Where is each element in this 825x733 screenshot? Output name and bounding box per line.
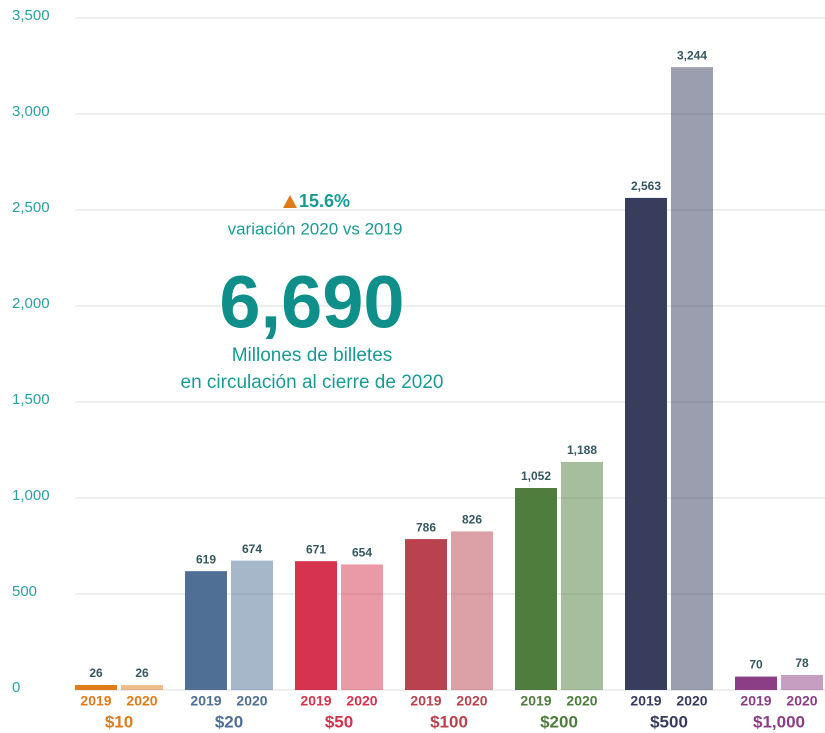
year-label: 2019 bbox=[80, 693, 111, 709]
year-label: 2020 bbox=[786, 693, 817, 709]
up-arrow bbox=[283, 195, 297, 208]
year-label: 2020 bbox=[456, 693, 487, 709]
y-tick-label: 1,000 bbox=[12, 487, 50, 504]
category-label: $10 bbox=[105, 712, 133, 731]
value-label: 2,563 bbox=[631, 179, 661, 193]
year-label: 2020 bbox=[676, 693, 707, 709]
bar bbox=[451, 531, 493, 690]
bar bbox=[341, 564, 383, 690]
bar bbox=[295, 561, 337, 690]
total-label: en circulación al cierre de 2020 bbox=[181, 372, 444, 393]
year-label: 2020 bbox=[346, 693, 377, 709]
y-tick-label: 0 bbox=[12, 679, 20, 696]
value-label: 3,244 bbox=[677, 48, 707, 62]
year-label: 2020 bbox=[126, 693, 157, 709]
value-label: 1,052 bbox=[521, 469, 551, 483]
y-tick-label: 2,500 bbox=[12, 199, 50, 216]
category-label: $500 bbox=[650, 712, 688, 731]
value-label: 826 bbox=[462, 513, 482, 527]
year-label: 2020 bbox=[566, 693, 597, 709]
year-label: 2019 bbox=[410, 693, 441, 709]
year-label: 2019 bbox=[520, 693, 551, 709]
y-tick-label: 500 bbox=[12, 583, 37, 600]
value-label: 26 bbox=[89, 666, 103, 680]
category-label: $20 bbox=[215, 712, 243, 731]
category-label: $200 bbox=[540, 712, 578, 731]
chart: 15.6% variación 2020 vs 2019 6,690 Millo… bbox=[0, 0, 825, 733]
value-label: 26 bbox=[135, 666, 149, 680]
value-label: 671 bbox=[306, 542, 326, 556]
bar bbox=[185, 571, 227, 690]
value-label: 654 bbox=[352, 546, 372, 560]
y-tick-label: 2,000 bbox=[12, 295, 50, 312]
value-label: 674 bbox=[242, 542, 262, 556]
total-label: Millones de billetes bbox=[232, 345, 393, 366]
change-label: variación 2020 vs 2019 bbox=[228, 219, 403, 238]
change-value: 15.6% bbox=[299, 191, 350, 211]
value-label: 1,188 bbox=[567, 443, 597, 457]
bar bbox=[671, 67, 713, 690]
value-label: 70 bbox=[749, 658, 763, 672]
total-value: 6,690 bbox=[219, 261, 404, 344]
bar bbox=[75, 685, 117, 690]
value-label: 619 bbox=[196, 552, 216, 566]
bar bbox=[515, 488, 557, 690]
bar bbox=[405, 539, 447, 690]
bar bbox=[735, 677, 777, 690]
bar bbox=[781, 675, 823, 690]
year-label: 2020 bbox=[236, 693, 267, 709]
value-label: 78 bbox=[795, 656, 809, 670]
bar bbox=[625, 198, 667, 690]
bar bbox=[561, 462, 603, 690]
value-label: 786 bbox=[416, 520, 436, 534]
category-label: $100 bbox=[430, 712, 468, 731]
category-label: $1,000 bbox=[753, 712, 805, 731]
y-tick-label: 3,500 bbox=[12, 7, 50, 24]
year-label: 2019 bbox=[630, 693, 661, 709]
year-label: 2019 bbox=[740, 693, 771, 709]
y-tick-label: 3,000 bbox=[12, 103, 50, 120]
year-label: 2019 bbox=[300, 693, 331, 709]
year-label: 2019 bbox=[190, 693, 221, 709]
bar bbox=[121, 685, 163, 690]
bar bbox=[231, 561, 273, 690]
y-tick-label: 1,500 bbox=[12, 391, 50, 408]
category-label: $50 bbox=[325, 712, 353, 731]
